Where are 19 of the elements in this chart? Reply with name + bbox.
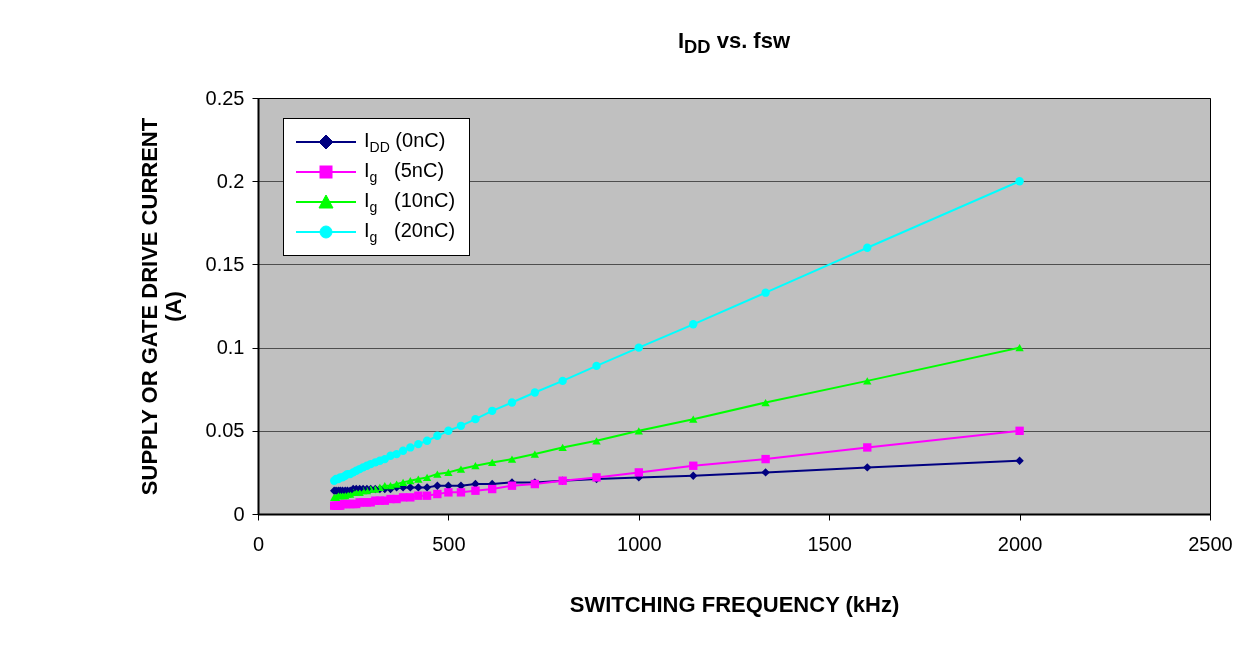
y-tick-label: 0.25 xyxy=(205,86,245,109)
y-tick-label: 0 xyxy=(233,502,245,525)
legend-label: I$_{g}$ (10nC) xyxy=(364,189,456,215)
legend-label: I$_{DD}$ (0nC) xyxy=(364,129,446,155)
y-tick-label: 0.2 xyxy=(216,169,245,192)
y-tick-label: 0.15 xyxy=(205,252,245,275)
y-axis-title: SUPPLY OR GATE DRIVE CURRENT (A) xyxy=(136,117,186,496)
x-tick-label: 1500 xyxy=(807,532,852,555)
x-tick-label: 2500 xyxy=(1188,532,1233,555)
y-tick-label: 0.1 xyxy=(216,336,245,359)
x-axis-title: SWITCHING FREQUENCY (kHz) xyxy=(569,591,900,617)
legend-label: I$_{g}$ (20nC) xyxy=(364,219,456,245)
legend-label: I$_{g}$ (5nC) xyxy=(364,159,445,185)
y-tick-label: 0.05 xyxy=(205,419,245,442)
chart-title: I$_{DD}$ vs. fsw xyxy=(676,28,792,59)
x-tick-label: 500 xyxy=(432,532,466,555)
x-tick-label: 1000 xyxy=(617,532,662,555)
x-tick-label: 2000 xyxy=(997,532,1043,555)
x-tick-label: 0 xyxy=(252,532,265,555)
